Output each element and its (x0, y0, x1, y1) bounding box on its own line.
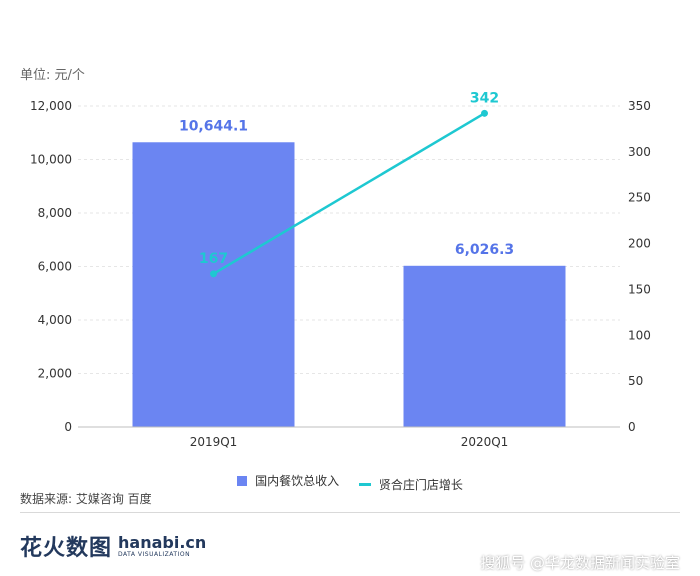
line-point (481, 109, 488, 117)
y-left-tick-label: 8,000 (38, 206, 72, 220)
y-right-tick-label: 100 (628, 328, 651, 342)
bar-data-label: 6,026.3 (455, 242, 514, 258)
y-left-tick-label: 10,000 (30, 153, 72, 167)
x-tick-label: 2019Q1 (190, 435, 238, 449)
bar (132, 142, 295, 427)
brand-logo: 花火数图 hanabi.cn DATA VISUALIZATION (20, 530, 206, 562)
legend-item-line[interactable]: 贤合庄门店增长 (358, 476, 463, 493)
y-left-tick-label: 0 (64, 420, 72, 434)
series-line (212, 112, 486, 275)
y-right-tick-label: 50 (628, 374, 643, 388)
legend-bar-label: 国内餐饮总收入 (255, 474, 340, 488)
bar (403, 265, 566, 427)
y-right-tick-label: 200 (628, 237, 651, 251)
y-right-tick-label: 150 (628, 282, 651, 296)
logo-cn-text: 花火数图 (20, 536, 113, 561)
data-source: 数据来源: 艾媒咨询 百度 (20, 492, 152, 506)
line-data-label: 342 (470, 90, 499, 106)
y-right-tick-label: 300 (628, 145, 651, 159)
line-point (210, 270, 217, 278)
legend-line-swatch (358, 482, 371, 486)
legend: 国内餐饮总收入 贤合庄门店增长 (0, 472, 700, 493)
watermark: 搜狐号 @华龙数据新闻实验室 (480, 554, 680, 572)
x-tick-label: 2020Q1 (461, 435, 509, 449)
y-right-tick-label: 250 (628, 191, 651, 205)
logo-sub-text: DATA VISUALIZATION (118, 550, 191, 558)
y-right-tick-label: 0 (628, 420, 636, 434)
legend-item-bar[interactable]: 国内餐饮总收入 (237, 472, 339, 489)
y-left-tick-label: 12,000 (30, 99, 72, 113)
unit-label: 单位: 元/个 (20, 68, 85, 83)
divider (20, 512, 680, 513)
y-left-tick-label: 6,000 (38, 260, 72, 274)
logo-en-text: hanabi.cn (118, 532, 207, 552)
y-left-tick-label: 4,000 (38, 313, 72, 327)
y-left-tick-label: 2,000 (38, 367, 72, 381)
bar-data-label: 10,644.1 (179, 118, 248, 134)
y-right-tick-label: 350 (628, 99, 651, 113)
legend-line-label: 贤合庄门店增长 (378, 477, 463, 492)
legend-bar-swatch (237, 475, 248, 486)
line-data-label: 167 (199, 251, 228, 267)
logo-en: hanabi.cn DATA VISUALIZATION (118, 532, 207, 558)
